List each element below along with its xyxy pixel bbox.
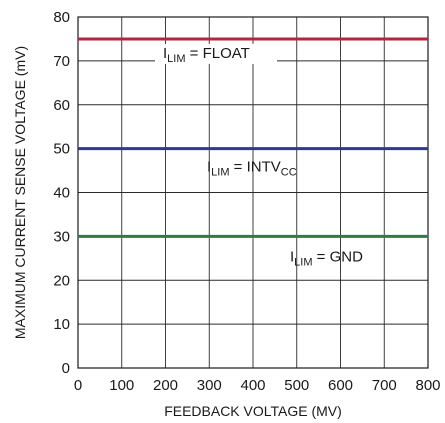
y-tick-label: 10: [53, 316, 70, 333]
series-labels: ILIM = FLOAT ILIM = INTVCC ILIM = GND: [155, 43, 363, 268]
series-label-3: ILIM = GND: [290, 248, 363, 268]
x-tick-label: 600: [328, 377, 353, 394]
y-tick-label: 20: [53, 272, 70, 289]
series-label-background: [155, 43, 277, 64]
x-tick-label: 0: [74, 377, 82, 394]
y-tick-label: 60: [53, 97, 70, 114]
y-tick-label: 50: [53, 141, 70, 158]
x-tick-label: 200: [153, 377, 178, 394]
x-tick-label: 400: [240, 377, 265, 394]
x-tick-label: 500: [284, 377, 309, 394]
tick-labels: 0 100 200 300 400 500 600 700 800 0 10 20 30 40 50 60 70…: [53, 9, 440, 394]
y-tick-label: 70: [53, 53, 70, 70]
x-tick-label: 800: [415, 377, 440, 394]
y-tick-label: 40: [53, 185, 70, 202]
x-tick-label: 300: [197, 377, 222, 394]
plot-area-frame: [77, 16, 429, 369]
y-tick-label: 80: [53, 9, 70, 26]
x-tick-label: 700: [372, 377, 397, 394]
x-axis-title: FEEDBACK VOLTAGE (MV): [164, 403, 342, 419]
y-tick-label: 30: [53, 228, 70, 245]
y-axis-title: MAXIMUM CURRENT SENSE VOLTAGE (mV): [12, 46, 28, 339]
series-lines: [78, 37, 428, 238]
y-tick-label: 0: [62, 360, 70, 377]
series-label-2: ILIM = INTVCC: [207, 159, 297, 179]
x-tick-label: 100: [109, 377, 134, 394]
series-label-1: ILIM = FLOAT: [163, 45, 250, 65]
